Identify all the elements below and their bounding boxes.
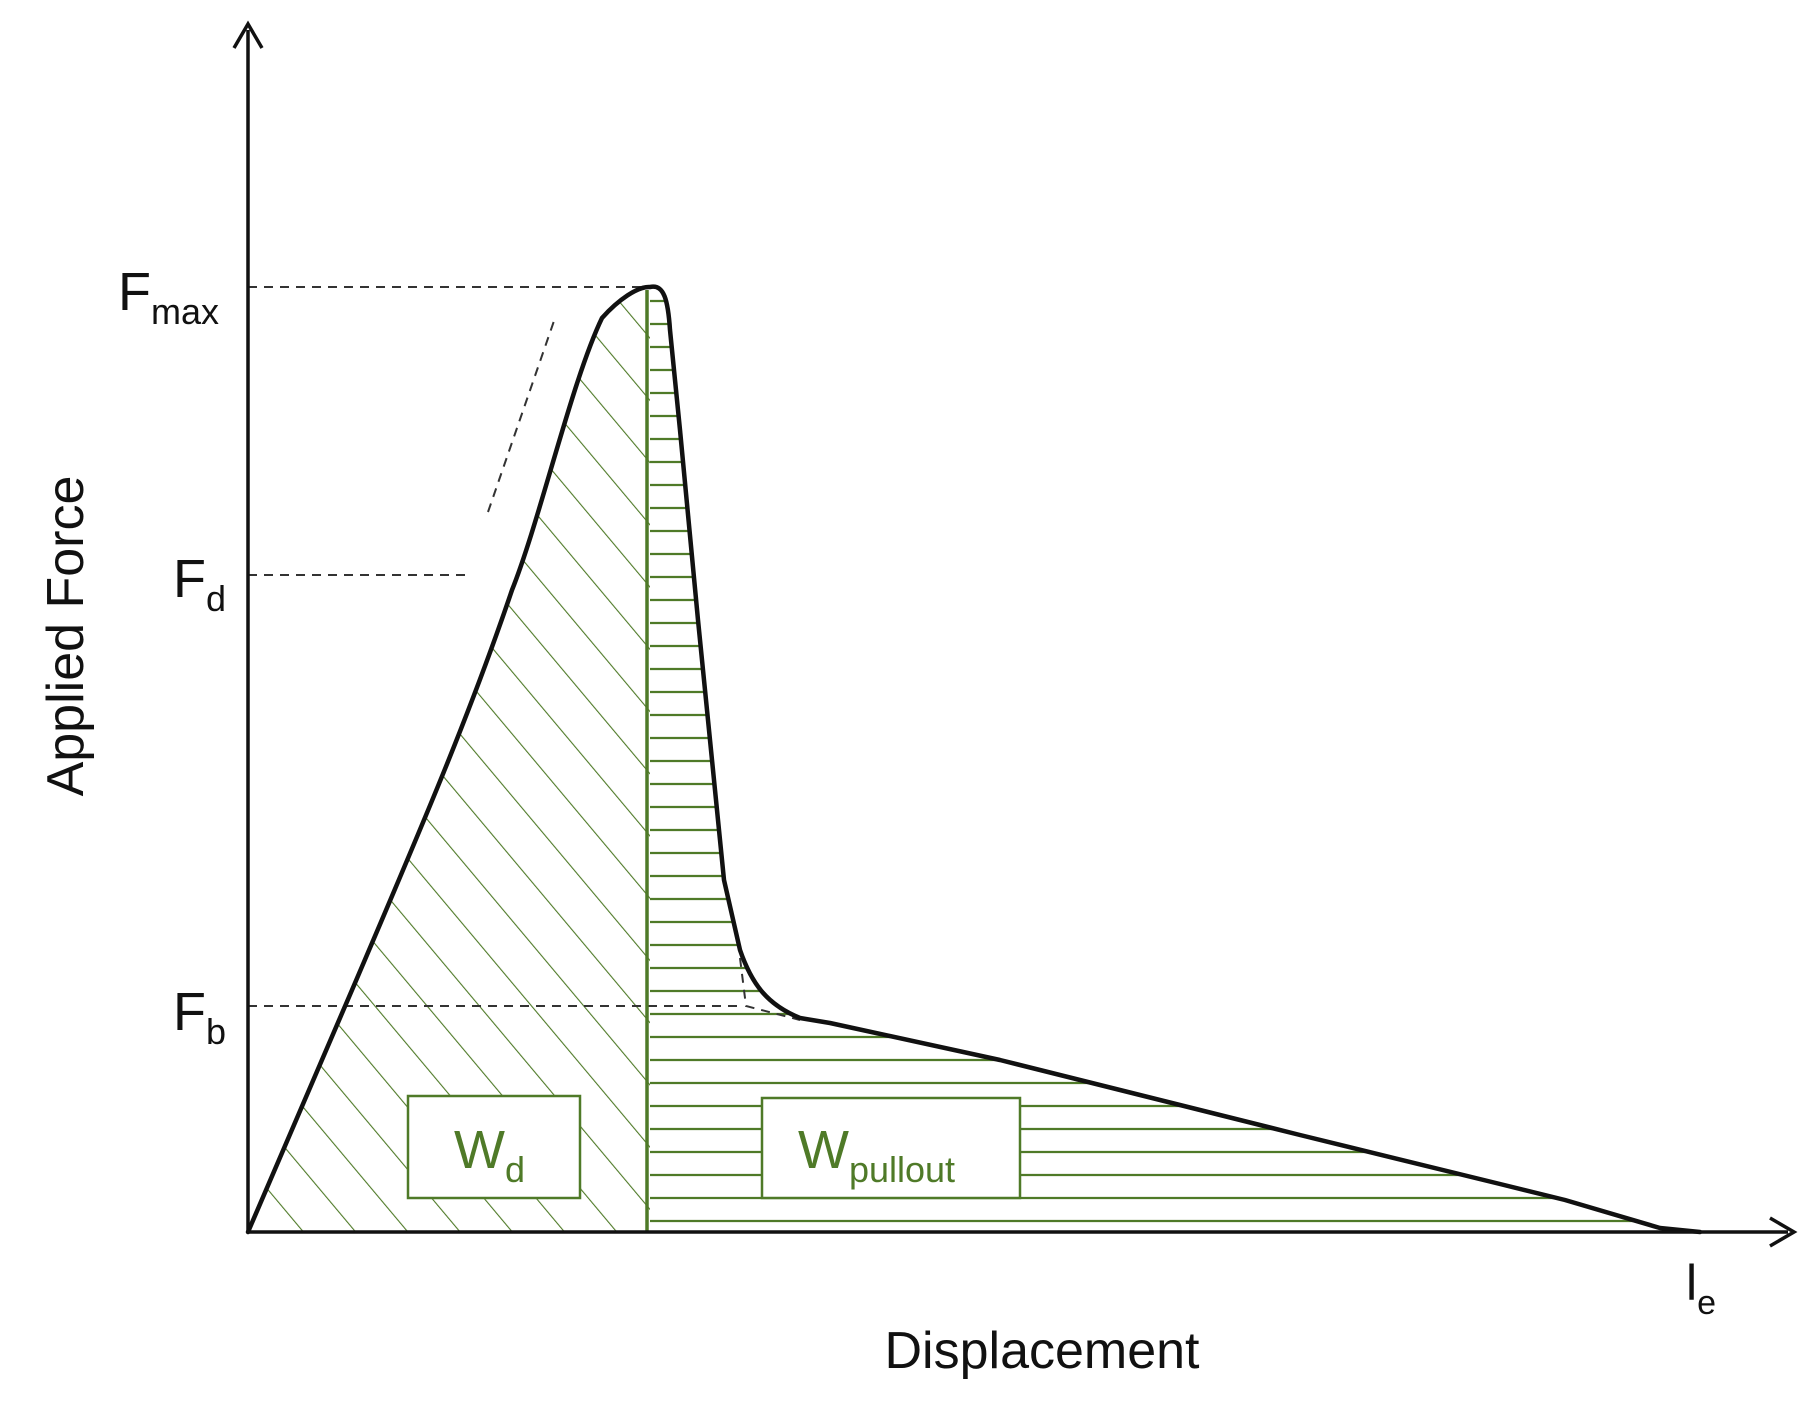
wpullout-label: Wpullout [798, 1120, 955, 1190]
wd-label: Wd [454, 1120, 525, 1190]
initial-slope-tangent [487, 317, 556, 513]
pullout-work-region [650, 286, 1700, 1233]
fd-label: Fd [173, 549, 226, 619]
y-axis-arrow-icon [232, 20, 264, 49]
x-axis-title: Displacement [884, 1322, 1200, 1380]
fb-label: Fb [173, 982, 226, 1052]
fb-tangent-construction [739, 957, 801, 1021]
x-axis-arrow-icon [1769, 1216, 1798, 1248]
embedded-length-label: le [1686, 1255, 1716, 1322]
wd-label-box: Wd [406, 1094, 582, 1200]
axes [232, 20, 1798, 1248]
wpullout-label-box: Wpullout [760, 1096, 1022, 1200]
y-axis-title: Applied Force [37, 476, 95, 797]
force-displacement-curve [245, 284, 1703, 1235]
fmax-label: Fmax [118, 262, 219, 332]
dashed-guides [248, 286, 801, 1021]
